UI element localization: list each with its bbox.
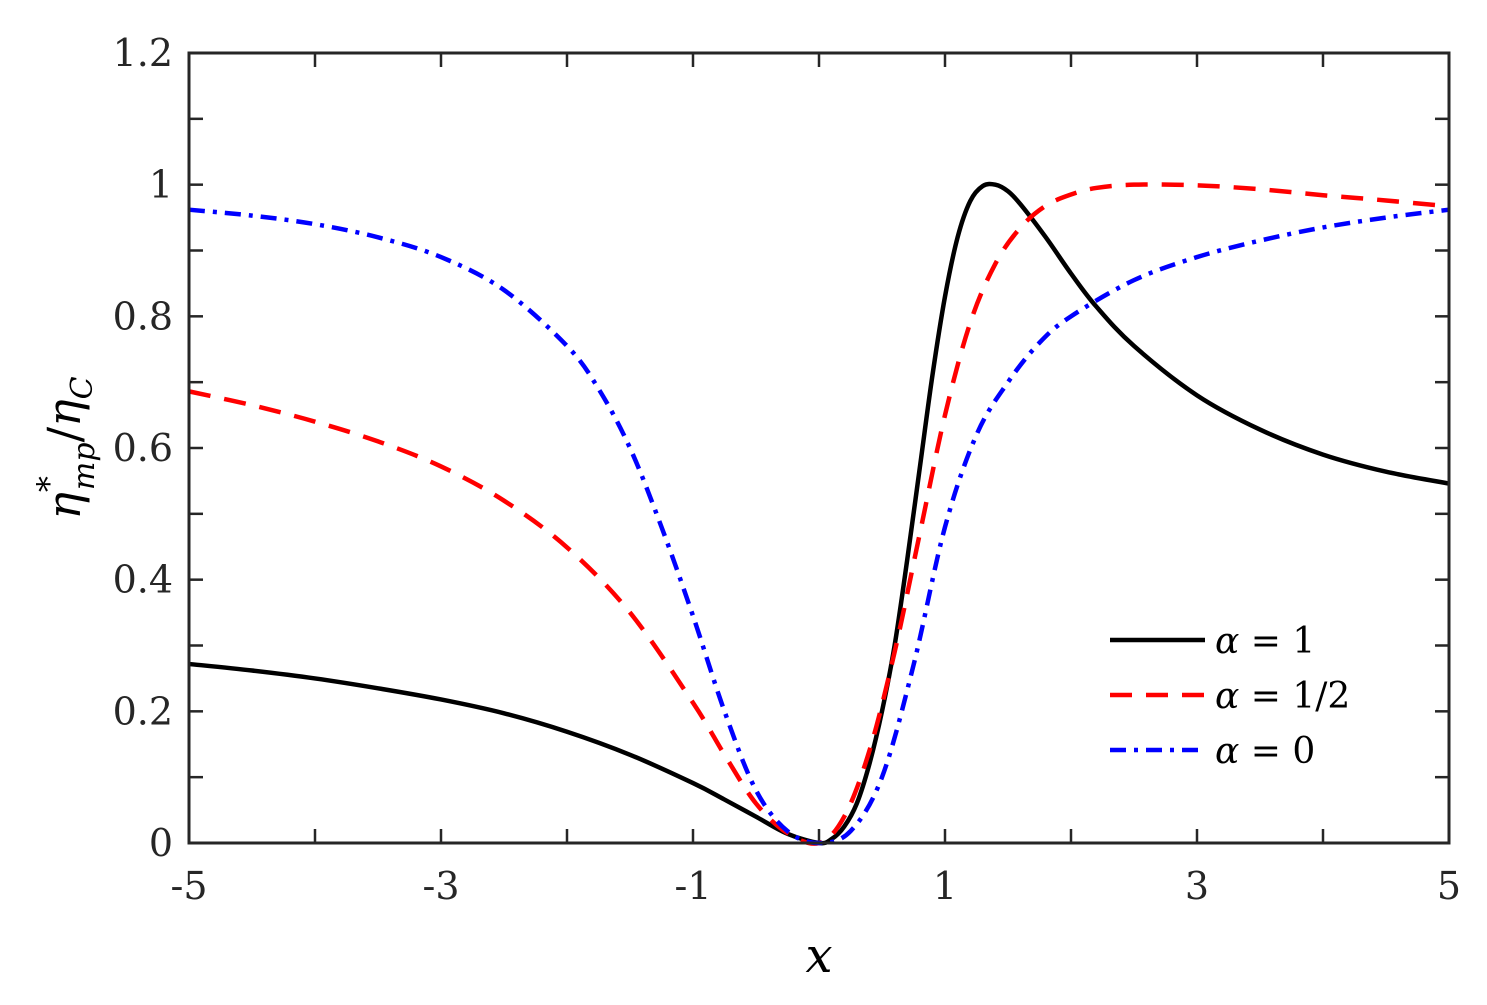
legend-value: = 1 bbox=[1239, 621, 1315, 662]
y-tick-label: 0.4 bbox=[113, 558, 173, 602]
y-axis-label-slash: / bbox=[37, 426, 91, 442]
legend-symbol: α bbox=[1215, 676, 1239, 717]
y-tick-label: 1 bbox=[149, 163, 173, 207]
series-line-0 bbox=[188, 181, 1450, 846]
legend: α = 1α = 1/2α = 0 bbox=[1110, 621, 1350, 772]
legend-symbol: α bbox=[1215, 731, 1239, 772]
y-axis-label-eta-c: η bbox=[37, 399, 91, 427]
legend-entry-0: α = 1 bbox=[1215, 621, 1315, 662]
x-axis-label: x bbox=[805, 928, 832, 984]
x-tick-label: -5 bbox=[170, 864, 207, 908]
legend-entry-2: α = 0 bbox=[1215, 731, 1315, 772]
x-tick-label: 1 bbox=[933, 864, 957, 908]
tick-labels: -5 -3 -1 1 3 5 0 0.2 0.4 0.6 0.8 1 1.2 bbox=[113, 31, 1462, 908]
y-tick-label: 0.2 bbox=[113, 689, 173, 733]
y-axis-label-eta: η bbox=[37, 492, 91, 520]
x-tick-label: 5 bbox=[1437, 864, 1461, 908]
y-axis-label: η*mp/ηC bbox=[30, 376, 102, 519]
y-axis-label-sup: * bbox=[30, 476, 68, 492]
x-tick-label: -1 bbox=[674, 864, 711, 908]
legend-entry-1: α = 1/2 bbox=[1215, 676, 1350, 717]
y-tick-label: 0.8 bbox=[113, 294, 173, 338]
legend-value: = 1/2 bbox=[1239, 676, 1350, 717]
y-tick-label: 0.6 bbox=[113, 426, 173, 470]
plot-frame bbox=[187, 51, 1451, 845]
legend-value: = 0 bbox=[1239, 731, 1315, 772]
y-tick-label: 0 bbox=[149, 821, 173, 865]
y-axis-label-sub-c: C bbox=[65, 376, 100, 399]
x-tick-label: 3 bbox=[1185, 864, 1209, 908]
legend-symbol: α bbox=[1215, 621, 1239, 662]
x-tick-label: -3 bbox=[422, 864, 459, 908]
series-line-1 bbox=[188, 182, 1450, 846]
y-tick-label: 1.2 bbox=[113, 31, 173, 75]
y-axis-label-sub: mp bbox=[67, 442, 102, 490]
